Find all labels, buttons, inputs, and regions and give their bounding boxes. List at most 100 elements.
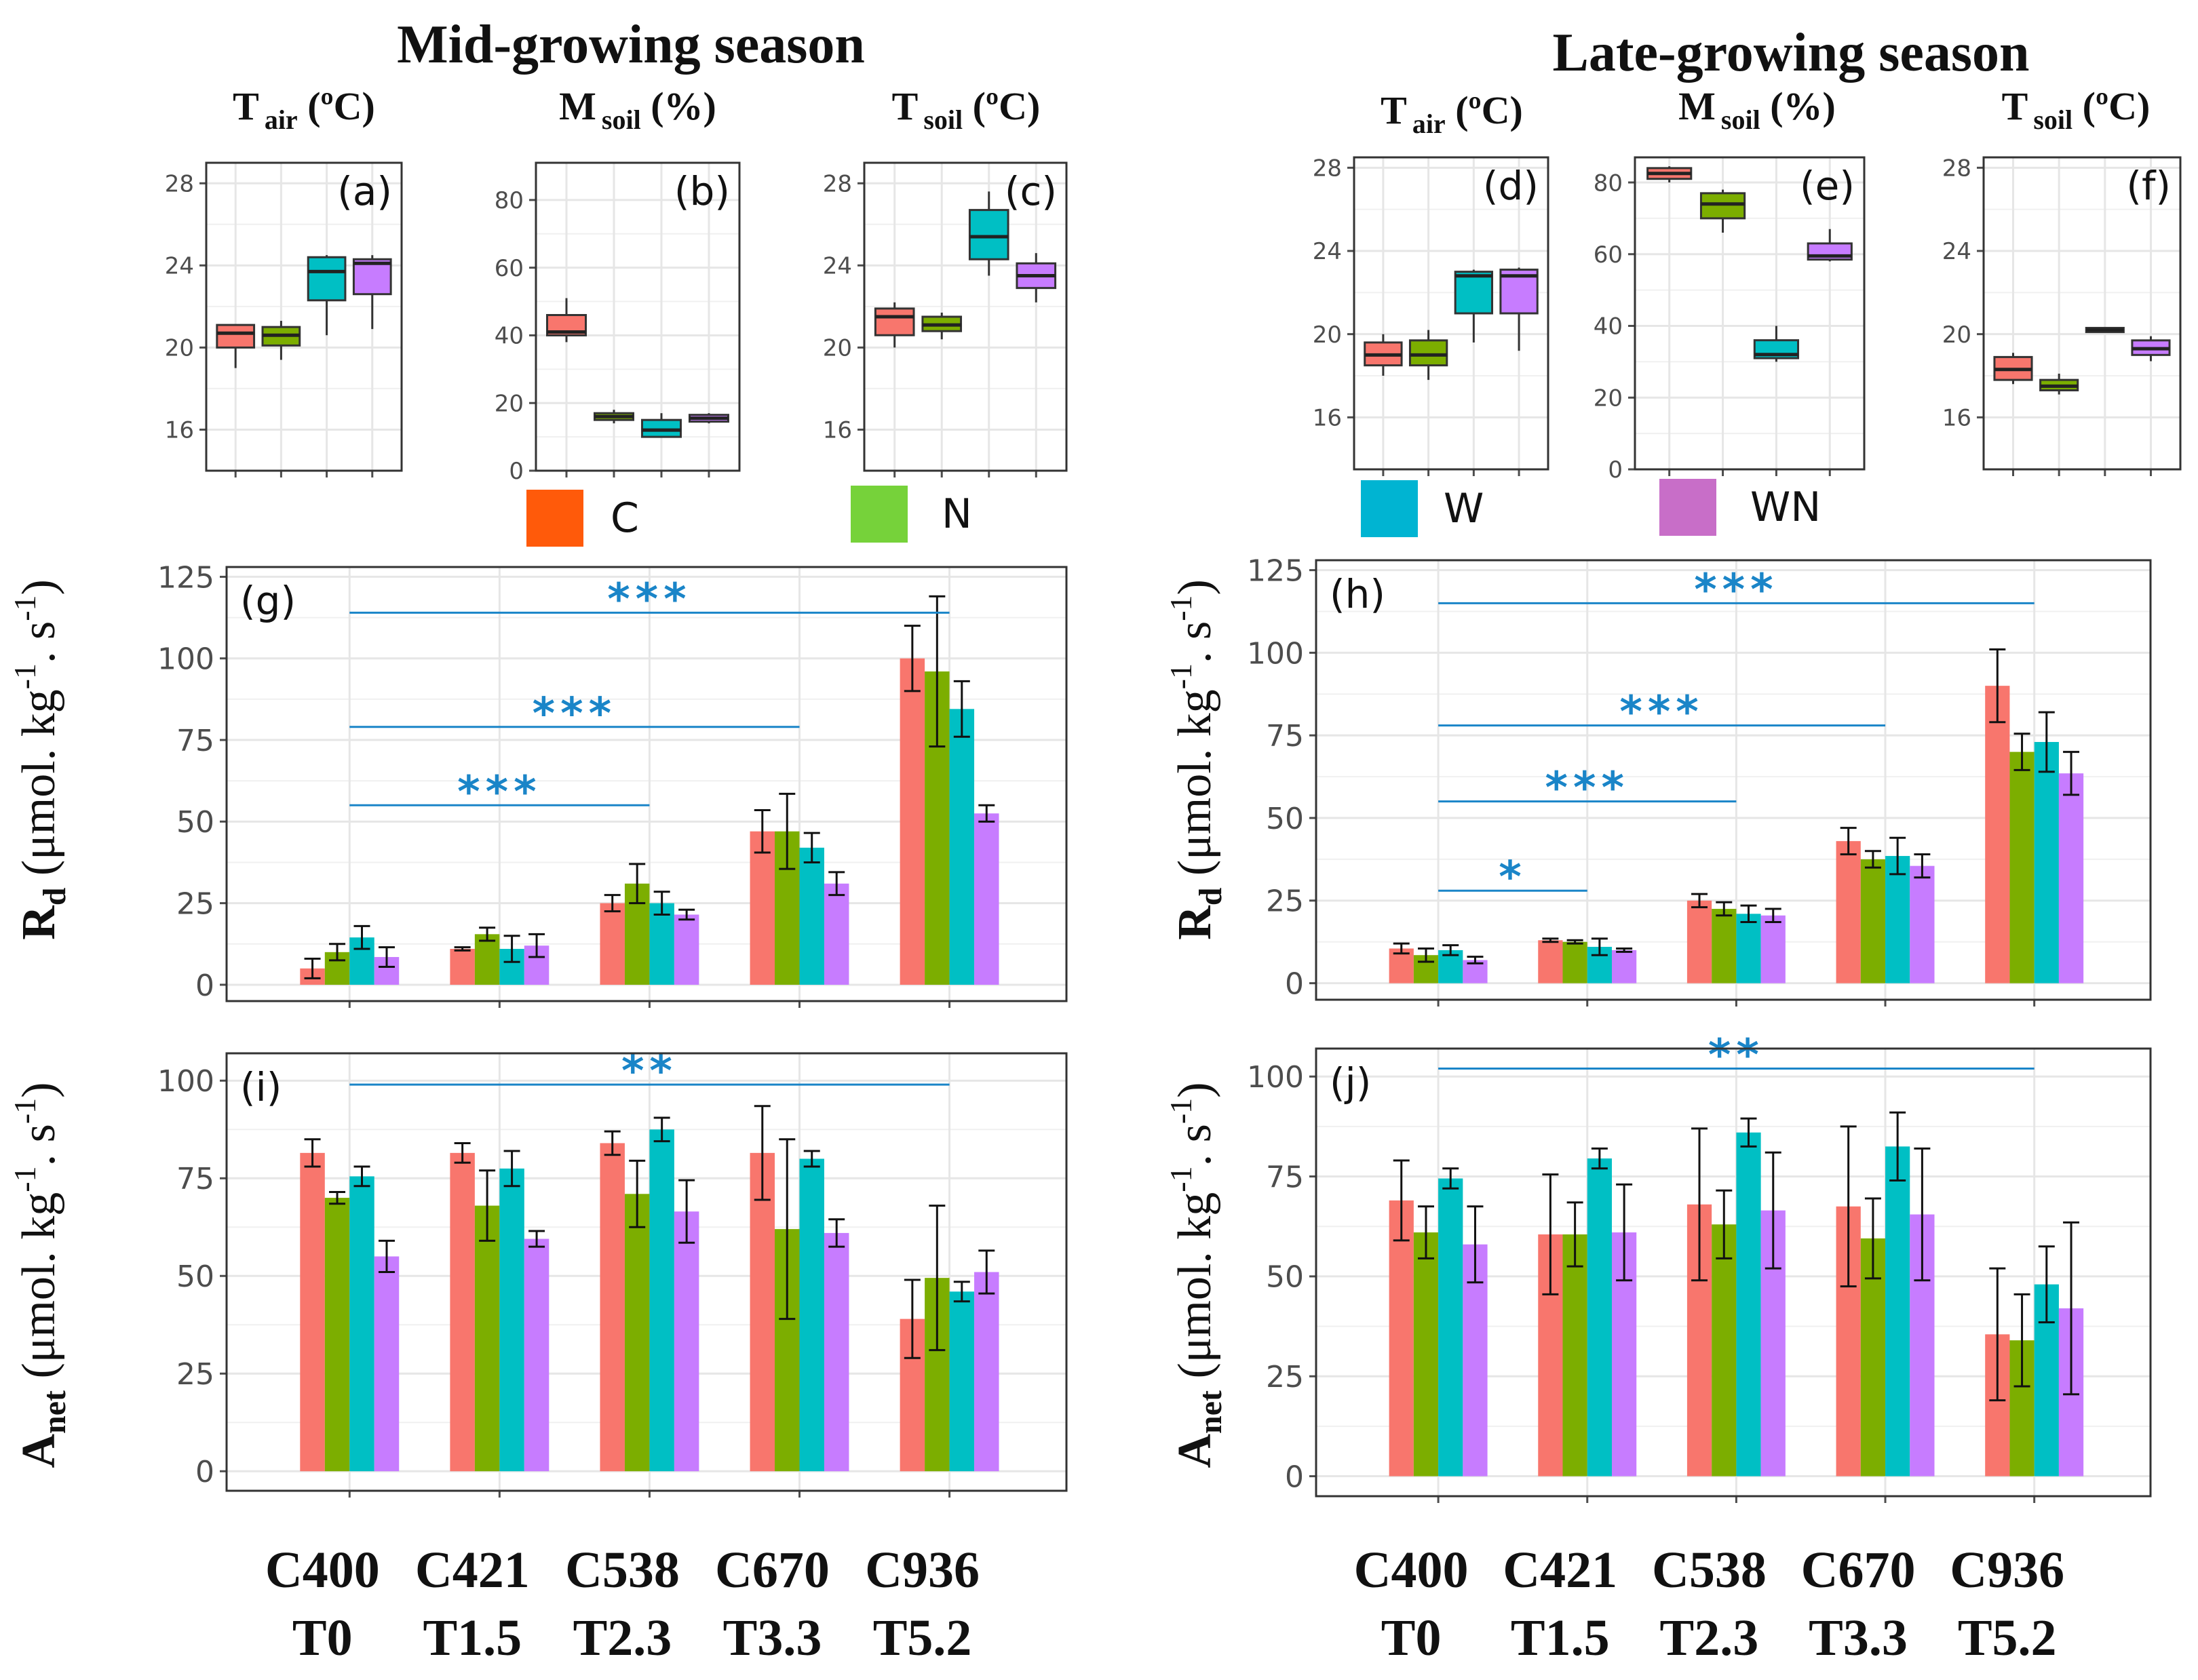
y-tick-label: 28 (1942, 155, 1971, 182)
panel-border (1353, 156, 1549, 471)
panel-border (863, 161, 1068, 472)
legend: C N W WN (526, 479, 1821, 547)
bar-N-2 (474, 934, 500, 985)
panel-d: 16 20 24 28 (d) (1313, 155, 1549, 476)
box-C (216, 324, 256, 349)
plot-background (206, 163, 402, 471)
y-title-anet-mid: Anet (μmol. kg-1. s-1) (7, 1082, 73, 1468)
late-category-line1: C421 (1503, 1542, 1617, 1599)
bar-W-4 (799, 1158, 824, 1472)
bar-N-5 (2009, 751, 2035, 983)
bar-N-3 (1712, 1224, 1737, 1477)
bar-C-1 (1389, 1200, 1414, 1477)
legend-swatch-N (851, 486, 908, 543)
panel-border (1634, 156, 1866, 471)
y-tick-label: 0 (195, 1455, 214, 1489)
bar-N-3 (624, 1194, 650, 1472)
y-tick-label: 25 (1266, 884, 1304, 919)
late-category-line2: T3.3 (1809, 1609, 1908, 1666)
panel-g: 0 25 50 75 100 125 *** *** *** (g) (157, 560, 1068, 1008)
significance-label: *** (457, 767, 541, 817)
panel-e: 0 20 40 60 80 (e) (1594, 156, 1866, 484)
bar-C-4 (750, 831, 775, 985)
bar-C-4 (1836, 841, 1861, 983)
box-WN (352, 258, 392, 296)
significance-label: * (1499, 853, 1526, 903)
y-tick-label: 100 (157, 642, 214, 677)
box-N (1408, 339, 1448, 367)
y-tick-label: 25 (176, 886, 214, 921)
bar-W-4 (1885, 856, 1910, 983)
significance-label: *** (533, 689, 617, 739)
bar-W-3 (1736, 1132, 1761, 1477)
bar-N-1 (1413, 1232, 1439, 1477)
y-tick-label: 0 (1285, 1460, 1304, 1494)
late-category-line1: C400 (1354, 1542, 1469, 1599)
y-title-rd-mid: Rd (μmol. kg-1. s-1) (7, 579, 73, 940)
panel-label: (a) (337, 168, 392, 214)
bar-C-3 (1686, 900, 1712, 983)
y-tick-label: 80 (1594, 170, 1623, 197)
y-tick-label: 50 (176, 805, 214, 840)
bar-W-4 (799, 847, 824, 985)
bar-WN-4 (824, 1232, 849, 1472)
bar-C-2 (450, 1152, 475, 1472)
y-tick-label: 20 (165, 335, 194, 362)
y-tick-label: 75 (176, 1162, 214, 1196)
y-tick-label: 20 (1942, 321, 1971, 349)
y-tick-label: 0 (1608, 456, 1623, 484)
mid-category-line1: C421 (415, 1542, 530, 1599)
y-tick-label: 28 (165, 171, 194, 198)
legend-swatch-WN (1659, 479, 1716, 536)
legend-label-C: C (611, 494, 639, 542)
panel-border (205, 161, 403, 472)
bar-C-3 (600, 1143, 625, 1472)
bar-W-5 (949, 1291, 975, 1472)
bar-W-2 (499, 1168, 524, 1472)
y-tick-label: 20 (495, 390, 524, 417)
y-tick-label: 75 (1266, 719, 1304, 754)
late-category-line1: C670 (1801, 1542, 1916, 1599)
box-W (968, 209, 1009, 260)
significance-label: ** (621, 1047, 678, 1097)
mid-category-line2: T5.2 (873, 1609, 972, 1666)
late-category-line1: C936 (1950, 1542, 2064, 1599)
panels-layer: 16 20 24 28 (a) 0 20 40 60 80 (b) 16 20 24 28 (c) 16 20 24… (157, 84, 2182, 1503)
y-tick-label: 125 (1247, 553, 1304, 588)
bar-WN-2 (1611, 950, 1637, 983)
bar-N-2 (1562, 941, 1587, 983)
bar-WN-4 (1910, 865, 1935, 983)
y-tick-label: 100 (157, 1064, 214, 1099)
bar-C-4 (750, 1152, 775, 1472)
y-tick-label: 100 (1247, 636, 1304, 671)
significance-label: *** (1694, 565, 1778, 615)
mid-category-line1: C670 (715, 1542, 830, 1599)
bar-W-5 (2034, 741, 2059, 983)
legend-swatch-W (1361, 480, 1418, 537)
y-tick-label: 75 (176, 724, 214, 758)
bar-WN-3 (674, 914, 699, 985)
bar-W-3 (1736, 914, 1761, 983)
bar-C-3 (600, 903, 625, 985)
bar-C-5 (1985, 686, 2010, 983)
y-tick-label: 0 (195, 969, 214, 1003)
box-N (1699, 192, 1746, 220)
legend-swatch-C (526, 490, 583, 547)
panel-label: (i) (240, 1064, 282, 1110)
bar-N-2 (474, 1205, 500, 1472)
panel-f: 16 20 24 28 (f) (1942, 155, 2182, 476)
panel-border (535, 161, 741, 472)
panel-label: (h) (1330, 571, 1385, 617)
mid-category-line2: T0 (292, 1609, 353, 1666)
y-tick-label: 50 (1266, 802, 1304, 836)
bar-WN-5 (974, 813, 999, 985)
bar-WN-1 (374, 1256, 400, 1472)
panel-label: (d) (1483, 163, 1539, 209)
bar-WN-3 (674, 1211, 699, 1472)
late-category-line1: C538 (1652, 1542, 1767, 1599)
titles-layer: Mid-growing season Late-growing season (397, 15, 2029, 83)
y-tick-label: 16 (1942, 405, 1971, 432)
